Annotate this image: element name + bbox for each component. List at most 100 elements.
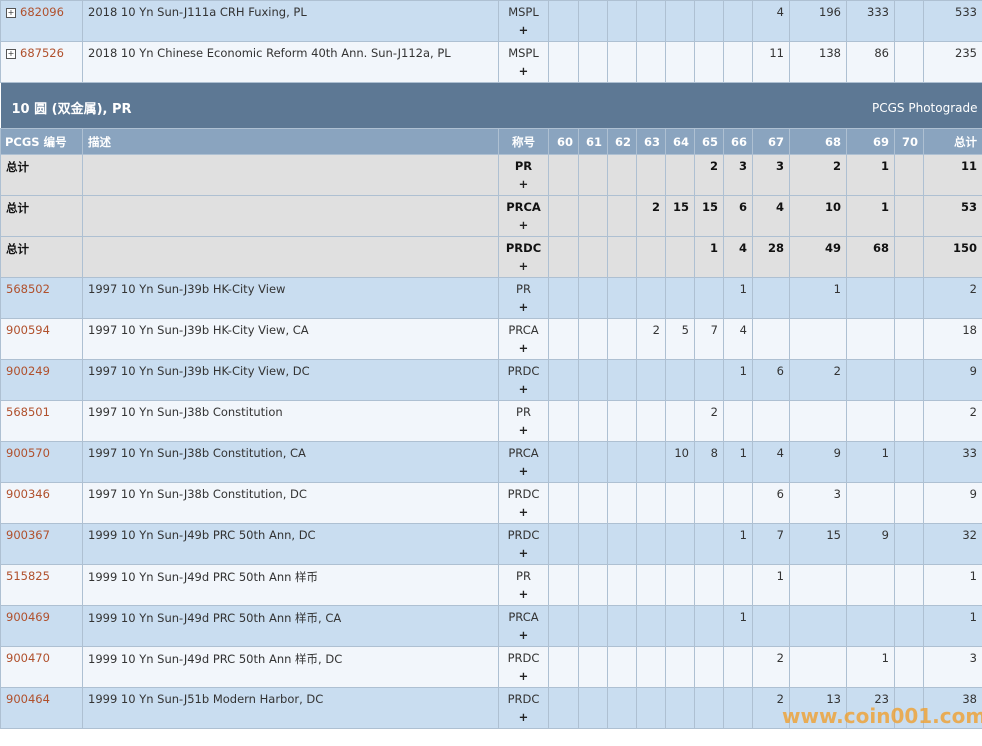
pcgs-link[interactable]: 568501 (6, 405, 50, 419)
grade-cell (694, 564, 724, 606)
grade-cell (607, 154, 637, 196)
total-label: 总计 (6, 201, 29, 215)
grade-count: 2 (710, 405, 718, 419)
grade-cell (665, 400, 695, 442)
designation-cell: PR + (498, 564, 549, 606)
grade-cell (548, 0, 579, 42)
header-text: 称号 (512, 134, 535, 149)
section-title-cell: 10 圆 (双金属), PR (0, 82, 695, 129)
grade-cell (723, 687, 753, 729)
total-count: 2 (969, 282, 977, 296)
plus: + (518, 710, 529, 724)
grade-count: 49 (824, 241, 841, 255)
header-text: PCGS 编号 (5, 134, 67, 149)
pcgs-link[interactable]: 687526 (20, 46, 64, 60)
designation: PR (516, 405, 531, 419)
grade-count: 196 (819, 5, 841, 19)
grade-cell: 9 (789, 441, 847, 483)
grade-cell: 1 (846, 441, 895, 483)
expand-icon[interactable]: + (6, 8, 16, 18)
grade-cell (548, 687, 579, 729)
pcgs-link[interactable]: 900367 (6, 528, 50, 542)
photograde-link[interactable]: PCGS Photograde (872, 100, 978, 115)
grade-cell: 1 (723, 441, 753, 483)
grade-cell (694, 523, 724, 565)
grade-cell (607, 687, 637, 729)
description-cell: 1999 10 Yn Sun-J49d PRC 50th Ann 样币, CA (82, 605, 499, 647)
plus: + (518, 300, 529, 314)
description-cell: 2018 10 Yn Chinese Economic Reform 40th … (82, 41, 499, 83)
id-cell: 900570 (0, 441, 83, 483)
grade-cell: 28 (752, 236, 790, 278)
header-grade: 63 (636, 128, 666, 155)
grade-cell: 4 (752, 0, 790, 42)
id-cell: 900367 (0, 523, 83, 565)
grade-count: 8 (710, 446, 718, 460)
grade-cell (846, 605, 895, 647)
expand-icon[interactable]: + (6, 49, 16, 59)
grade-cell (607, 0, 637, 42)
table-row: 568501 1997 10 Yn Sun-J38b Constitution PR… (0, 400, 982, 442)
id-cell: 900346 (0, 482, 83, 524)
grade-cell: 7 (752, 523, 790, 565)
pcgs-link[interactable]: 900470 (6, 651, 50, 665)
grade-cell (636, 359, 666, 401)
grade-cell (636, 605, 666, 647)
grade-cell: 333 (846, 0, 895, 42)
pcgs-link[interactable]: 515825 (6, 569, 50, 583)
header-grade: 69 (846, 128, 895, 155)
grade-cell (636, 400, 666, 442)
pcgs-link[interactable]: 900570 (6, 446, 50, 460)
total-count: 53 (960, 200, 977, 214)
plus: + (518, 464, 529, 478)
column-header: PCGS 编号 描述 称号 60 61 62 63 64 65 66 67 68 69 70 总计 (0, 128, 982, 155)
pcgs-link[interactable]: 900594 (6, 323, 50, 337)
header-total: 总计 (923, 128, 982, 155)
designation: PRDC (507, 364, 540, 378)
grade-cell (752, 605, 790, 647)
plus: + (518, 546, 529, 560)
pcgs-link[interactable]: 900464 (6, 692, 50, 706)
grade-cell (636, 277, 666, 319)
description: 1999 10 Yn Sun-J49d PRC 50th Ann 样币 (88, 570, 319, 584)
grade-cell: 8 (694, 441, 724, 483)
plus: + (518, 423, 529, 437)
designation: PRDC (507, 528, 540, 542)
grade-cell: 7 (694, 318, 724, 360)
grade-cell (607, 277, 637, 319)
table-row: 900469 1999 10 Yn Sun-J49d PRC 50th Ann 样… (0, 605, 982, 647)
grade-count: 4 (776, 5, 784, 19)
table-row: 568502 1997 10 Yn Sun-J39b HK-City View PR… (0, 277, 982, 319)
plus: + (518, 23, 529, 37)
pcgs-link[interactable]: 900249 (6, 364, 50, 378)
pcgs-link[interactable]: 900346 (6, 487, 50, 501)
grade-cell: 6 (752, 482, 790, 524)
description-cell: 1999 10 Yn Sun-J49b PRC 50th Ann, DC (82, 523, 499, 565)
grade-count: 2 (652, 323, 660, 337)
grade-cell: 4 (752, 441, 790, 483)
description-cell (82, 154, 499, 196)
grade-cell: 6 (752, 359, 790, 401)
total-cell: 53 (923, 195, 982, 237)
description: 1999 10 Yn Sun-J51b Modern Harbor, DC (88, 692, 324, 706)
grade-cell: 2 (789, 359, 847, 401)
grade-cell: 1 (694, 236, 724, 278)
table-row: 900470 1999 10 Yn Sun-J49d PRC 50th Ann 样… (0, 646, 982, 688)
grade-cell (578, 195, 608, 237)
header-grade: 65 (694, 128, 724, 155)
description: 2018 10 Yn Sun-J111a CRH Fuxing, PL (88, 5, 307, 19)
grade-cell (607, 605, 637, 647)
pcgs-link[interactable]: 568502 (6, 282, 50, 296)
header-designation: 称号 (498, 128, 549, 155)
pcgs-link[interactable]: 900469 (6, 610, 50, 624)
grade-cell (607, 646, 637, 688)
plus: + (518, 341, 529, 355)
grade-cell (548, 523, 579, 565)
plus: + (518, 218, 529, 232)
header-text: 61 (585, 134, 602, 149)
description-cell: 1997 10 Yn Sun-J38b Constitution, CA (82, 441, 499, 483)
grade-cell (607, 318, 637, 360)
pcgs-link[interactable]: 682096 (20, 5, 64, 19)
grade-cell (548, 277, 579, 319)
